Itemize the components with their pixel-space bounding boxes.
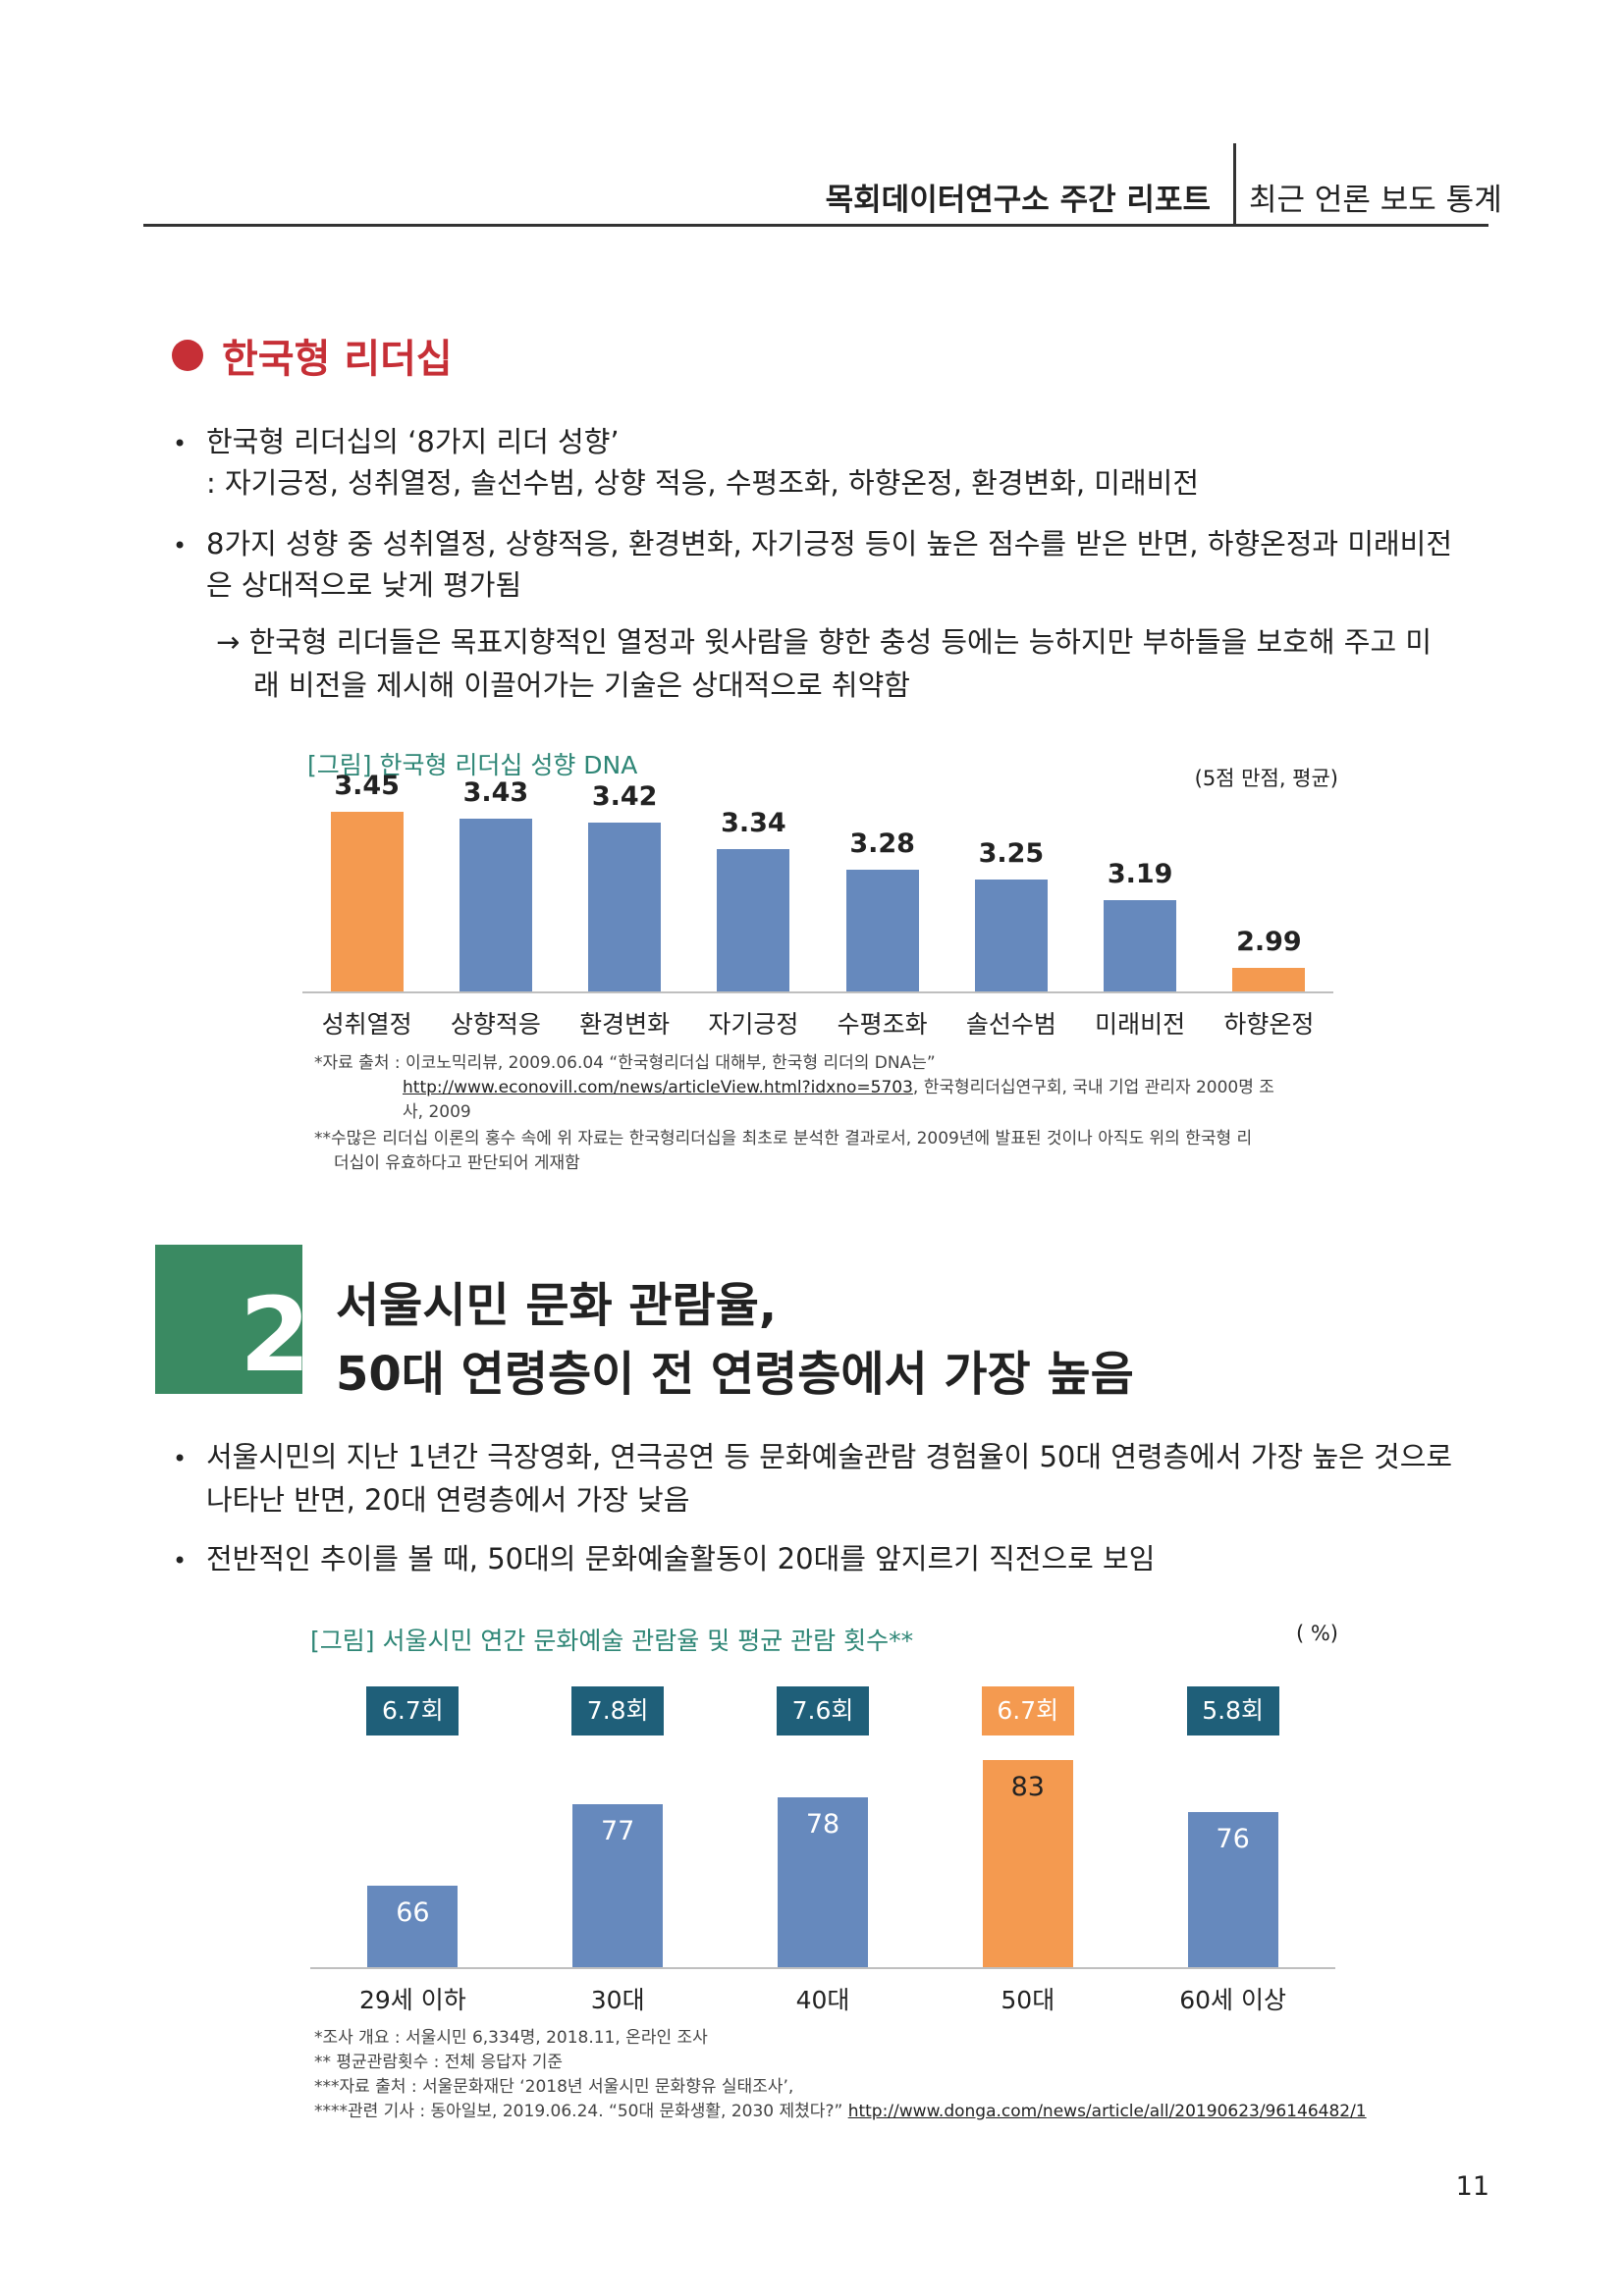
- chart2-category-label: 50대: [1001, 1986, 1055, 2014]
- section-title: 최근 언론 보도 통계: [1249, 183, 1502, 218]
- chart1-bar: [330, 812, 404, 991]
- section2-number: 2: [240, 1275, 311, 1395]
- chart1-value-label: 3.25: [978, 838, 1045, 870]
- section2-bullet1-line1: 서울시민의 지난 1년간 극장영화, 연극공연 등 문화예술관람 경험율이 50…: [206, 1440, 1453, 1473]
- chart1-value-label: 3.43: [462, 777, 529, 809]
- section1-heading: 한국형 리더십: [222, 337, 453, 382]
- bullet-dot-icon: •: [173, 532, 188, 560]
- section2-bullet1-line2: 나타난 반면, 20대 연령층에서 가장 낮음: [206, 1483, 690, 1517]
- section1-conclusion-line1: → 한국형 리더들은 목표지향적인 열정과 윗사람을 향한 충성 등에는 능하지…: [216, 625, 1433, 659]
- section2-bullet2: 전반적인 추이를 볼 때, 50대의 문화예술활동이 20대를 앞지르기 직전으…: [206, 1542, 1156, 1575]
- figure2-article-note: ****관련 기사 : 동아일보, 2019.06.24. “50대 문화생활,…: [314, 2102, 1367, 2121]
- chart2-count-row: 6.7회 7.8회 7.6회 6.7회 5.8회: [310, 1686, 1335, 1737]
- chart1-bar: [974, 880, 1048, 991]
- chart1-category-label: 환경변화: [579, 1010, 671, 1039]
- chart2-category-label: 29세 이하: [359, 1986, 466, 2014]
- chart1-bar: [717, 849, 790, 991]
- figure1-source-note: *자료 출처 : 이코노믹리뷰, 2009.06.04 “한국형리더십 대해부,…: [314, 1053, 936, 1073]
- header-separator: [1233, 143, 1236, 224]
- chart2-category-label: 60세 이상: [1179, 1986, 1286, 2014]
- figure2-unit: ( %): [1295, 1622, 1338, 1645]
- chart2-baseline: [310, 1967, 1335, 1969]
- figure1-remark-line1: **수많은 리더십 이론의 홍수 속에 위 자료는 한국형리더십을 최초로 분석…: [314, 1129, 1253, 1148]
- chart2-bar: [367, 1886, 459, 1967]
- chart2-count-badge: 6.7회: [366, 1686, 460, 1735]
- chart1-category-label: 미래비전: [1095, 1010, 1186, 1039]
- report-title: 목회데이터연구소 주간 리포트: [825, 183, 1211, 218]
- chart1-value-label: 3.19: [1107, 858, 1173, 889]
- chart2-value-label: 76: [1216, 1823, 1250, 1854]
- chart1-bar: [1232, 967, 1306, 991]
- section1-bullet2-line2: 은 상대적으로 낮게 평가됨: [206, 568, 522, 602]
- chart2-bar: [982, 1760, 1073, 1967]
- chart1-value-label: 3.28: [849, 828, 915, 859]
- section1-bullet1-line2: : 자기긍정, 성취열정, 솔선수범, 상향 적응, 수평조화, 하향온정, 환…: [206, 466, 1200, 500]
- figure2-source-note: ***자료 출처 : 서울문화재단 ‘2018년 서울시민 문화향유 실태조사’…: [314, 2077, 794, 2097]
- bullet-dot-icon: •: [173, 1547, 188, 1575]
- chart2-count-badge: 5.8회: [1186, 1686, 1279, 1735]
- chart1-value-label: 3.42: [591, 780, 658, 812]
- chart2-bar: [1187, 1811, 1278, 1967]
- chart2-value-label: 66: [396, 1897, 430, 1929]
- figure1-caption: [그림] 한국형 리더십 성향 DNA: [307, 751, 638, 779]
- chart2-bar: [778, 1796, 868, 1967]
- chart1-category-label: 하향온정: [1223, 1010, 1315, 1039]
- figure1-unit: (5점 만점, 평균): [1194, 767, 1338, 790]
- chart2-category-label: 40대: [795, 1986, 850, 2014]
- bullet-dot-icon: •: [173, 430, 188, 457]
- section1-bullet1-line1: 한국형 리더십의 ‘8가지 리더 성향’: [206, 425, 620, 458]
- figure2-caption: [그림] 서울시민 연간 문화예술 관람율 및 평균 관람 횟수**: [310, 1627, 914, 1655]
- figure2-survey-note: *조사 개요 : 서울시민 6,334명, 2018.11, 온라인 조사: [314, 2028, 708, 2048]
- chart1-category-label: 솔선수범: [965, 1010, 1056, 1039]
- header-rule: [143, 224, 1488, 227]
- chart1-plot-area: 3.45 3.43 3.42 3.34 3.28 3.25 3.19 2.99: [302, 771, 1333, 991]
- figure1-source-note-line2: http://www.econovill.com/news/articleVie…: [403, 1078, 1274, 1097]
- page-number: 11: [1455, 2171, 1489, 2202]
- section-bullet-icon: [172, 340, 203, 371]
- econovill-link[interactable]: http://www.econovill.com/news/articleVie…: [403, 1078, 913, 1097]
- chart1-bar: [1104, 899, 1177, 991]
- figure1-remark-line2: 더십이 유효하다고 판단되어 게재함: [334, 1153, 580, 1173]
- chart2-plot-area: 66 77 78 83 76: [310, 1745, 1335, 1967]
- section2-number-box: [155, 1245, 302, 1394]
- section2-heading-line1: 서울시민 문화 관람율,: [336, 1278, 778, 1333]
- chart2-bar: [572, 1804, 664, 1967]
- chart1-value-label: 3.45: [334, 771, 400, 802]
- section2-heading-line2: 50대 연령층이 전 연령층에서 가장 높음: [336, 1347, 1134, 1402]
- figure2-count-note: ** 평균관람횟수 : 전체 응답자 기준: [314, 2053, 564, 2072]
- chart1-category-axis: 성취열정 상향적응 환경변화 자기긍정 수평조화 솔선수범 미래비전 하향온정: [302, 1005, 1333, 1044]
- section1-conclusion-line2: 래 비전을 제시해 이끌어가는 기술은 상대적으로 취약함: [253, 668, 910, 702]
- chart2: 6.7회 7.8회 7.6회 6.7회 5.8회 66 77 78 83 76 29세 이하 30…: [310, 1686, 1335, 2020]
- chart2-value-label: 77: [601, 1816, 635, 1847]
- chart1-category-label: 수평조화: [837, 1010, 928, 1039]
- chart1-value-label: 3.34: [721, 808, 786, 839]
- donga-link[interactable]: http://www.donga.com/news/article/all/20…: [847, 2102, 1367, 2121]
- chart1-bar: [459, 819, 532, 991]
- chart1: 3.45 3.43 3.42 3.34 3.28 3.25 3.19 2.99 성취열정 상향적…: [302, 771, 1333, 1050]
- chart1-category-label: 성취열정: [321, 1010, 412, 1039]
- chart2-count-badge: 6.7회: [981, 1686, 1074, 1735]
- chart1-value-label: 2.99: [1236, 926, 1302, 957]
- figure1-source-note-line3: 사, 2009: [403, 1102, 471, 1122]
- chart1-category-label: 자기긍정: [708, 1010, 799, 1039]
- chart2-value-label: 78: [805, 1808, 840, 1840]
- chart2-category-axis: 29세 이하 30대 40대 50대 60세 이상: [310, 1981, 1335, 2020]
- section1-bullet2-line1: 8가지 성향 중 성취열정, 상향적응, 환경변화, 자기긍정 등이 높은 점수…: [206, 527, 1453, 561]
- chart1-category-label: 상향적응: [450, 1010, 541, 1039]
- chart2-category-label: 30대: [590, 1986, 645, 2014]
- bullet-dot-icon: •: [173, 1445, 188, 1472]
- chart2-count-badge: 7.6회: [777, 1686, 869, 1735]
- chart2-count-badge: 7.8회: [571, 1686, 665, 1735]
- chart1-baseline: [302, 991, 1333, 993]
- chart1-bar: [845, 869, 919, 991]
- chart1-bar: [588, 822, 662, 991]
- chart2-value-label: 83: [1010, 1772, 1045, 1803]
